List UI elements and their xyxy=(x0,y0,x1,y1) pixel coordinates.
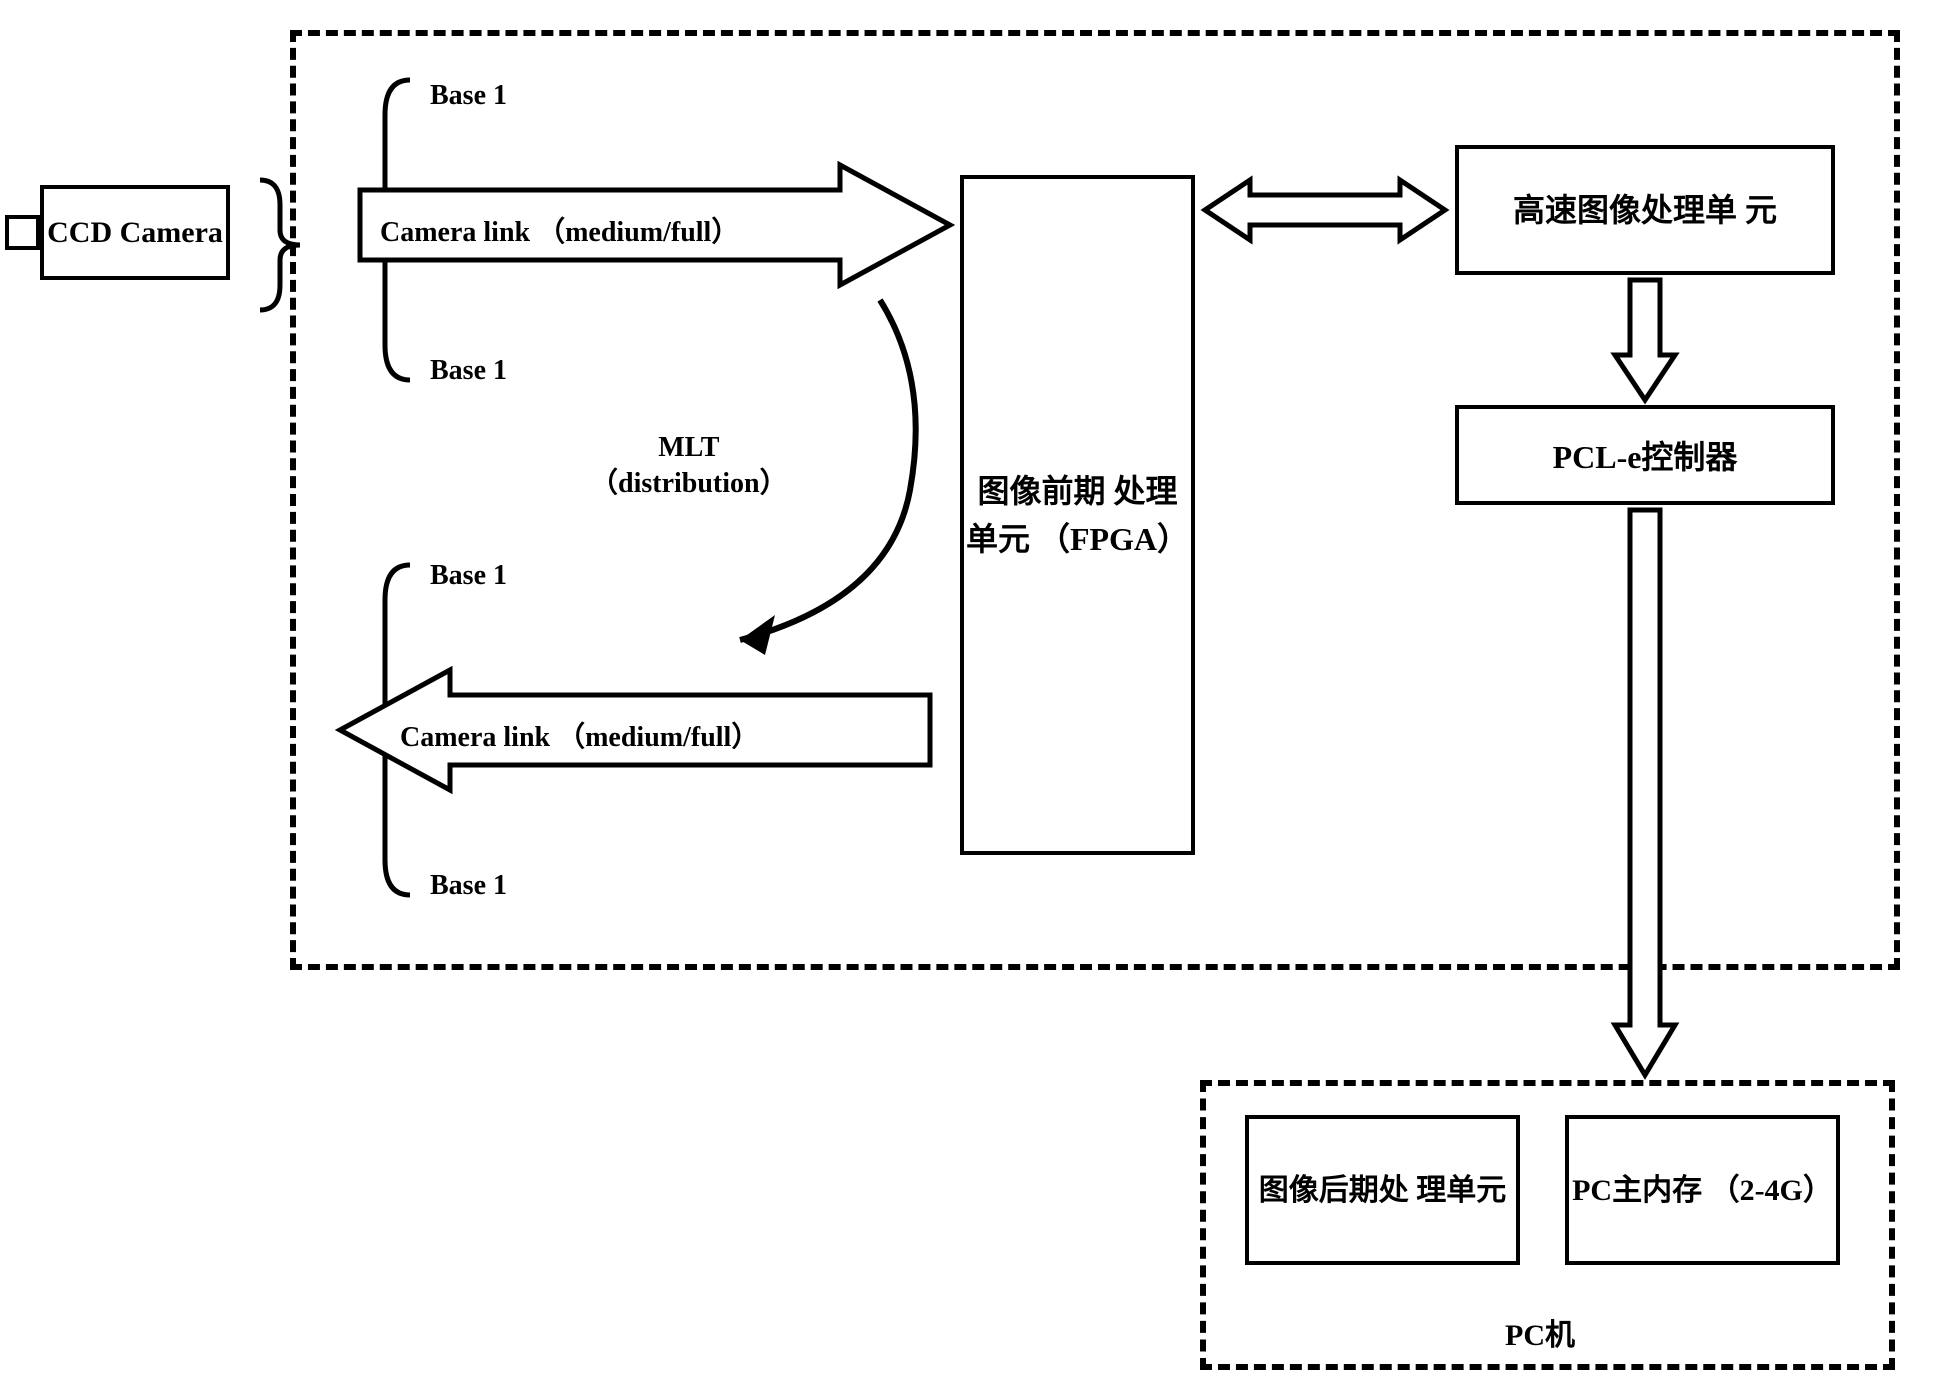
arrow-down-1-icon xyxy=(1610,275,1680,405)
base1-bot-upper-label: Base 1 xyxy=(430,560,507,592)
pc-region-label: PC机 xyxy=(1505,1310,1575,1354)
base1-top-lower-label: Base 1 xyxy=(430,355,507,387)
ccd-camera-box: CCD Camera xyxy=(40,185,230,280)
fpga-box: 图像前期 处理单元 （FPGA） xyxy=(960,175,1195,855)
base1-bot-lower-label: Base 1 xyxy=(430,870,507,902)
ccd-camera-label: CCD Camera xyxy=(47,215,223,251)
base1-top-upper-label: Base 1 xyxy=(430,80,507,112)
highspeed-label: 高速图像处理单 元 xyxy=(1513,188,1777,233)
highspeed-box: 高速图像处理单 元 xyxy=(1455,145,1835,275)
pcie-label: PCL-e控制器 xyxy=(1553,432,1738,478)
double-arrow-icon xyxy=(1195,175,1455,245)
mlt-label: MLT （distribution） xyxy=(590,430,788,503)
post-process-label: 图像后期处 理单元 xyxy=(1259,1168,1507,1213)
camera-link-top-label: Camera link （medium/full） xyxy=(380,210,739,250)
camera-lens xyxy=(5,215,40,250)
pc-mem-box: PC主内存 （2-4G） xyxy=(1565,1115,1840,1265)
post-process-box: 图像后期处 理单元 xyxy=(1245,1115,1520,1265)
pcie-box: PCL-e控制器 xyxy=(1455,405,1835,505)
pc-mem-label: PC主内存 （2-4G） xyxy=(1572,1168,1833,1213)
bracket-ccd-icon xyxy=(235,175,325,315)
arrow-down-2-icon xyxy=(1610,505,1680,1080)
fpga-label: 图像前期 处理单元 （FPGA） xyxy=(964,467,1191,563)
camera-link-bottom-label: Camera link （medium/full） xyxy=(400,715,759,755)
